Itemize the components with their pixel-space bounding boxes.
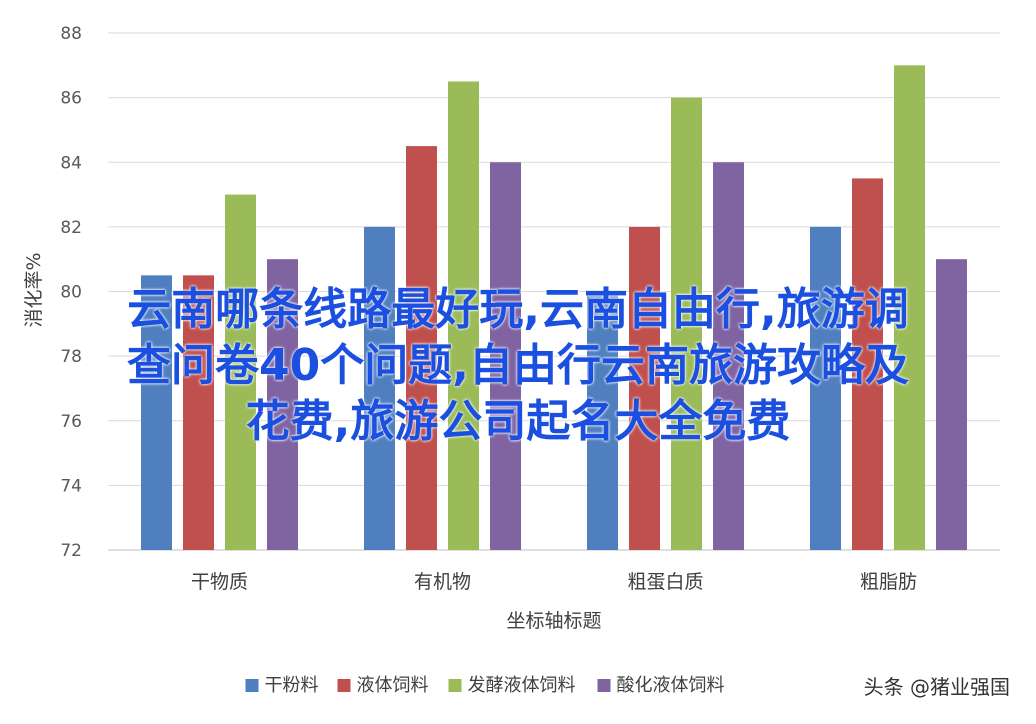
legend-swatch <box>337 679 351 692</box>
x-tick-label: 粗脂肪 <box>860 571 917 593</box>
y-tick-label: 74 <box>60 476 82 496</box>
bar <box>406 146 437 550</box>
bar <box>183 275 214 550</box>
bar <box>894 65 925 550</box>
legend-label: 干粉料 <box>265 675 319 696</box>
legend-swatch <box>597 679 611 692</box>
y-tick-label: 82 <box>60 218 82 238</box>
x-tick-label: 干物质 <box>191 571 248 593</box>
y-tick-label: 88 <box>60 24 82 44</box>
legend-label: 酸化液体饲料 <box>617 675 725 696</box>
legend-label: 液体饲料 <box>357 675 429 696</box>
bar <box>852 178 883 550</box>
bar <box>448 81 479 550</box>
bar <box>267 259 298 550</box>
bar <box>936 259 967 550</box>
bar <box>629 226 660 550</box>
bar <box>490 162 521 550</box>
y-axis-title: 消化率% <box>23 252 45 327</box>
x-axis-title: 坐标轴标题 <box>506 610 601 632</box>
legend-label: 发酵液体饲料 <box>468 675 576 696</box>
bar <box>225 194 256 550</box>
bar <box>141 275 172 550</box>
y-tick-label: 86 <box>60 89 82 109</box>
bar <box>713 162 744 550</box>
y-tick-label: 84 <box>60 153 82 173</box>
bar <box>364 226 395 550</box>
y-tick-label: 80 <box>60 283 82 303</box>
x-tick-label: 有机物 <box>414 571 471 593</box>
bar <box>587 291 618 550</box>
watermark: 头条 @猪业强国 <box>859 669 1014 702</box>
bar <box>671 97 702 550</box>
y-tick-label: 76 <box>60 412 82 432</box>
y-tick-label: 78 <box>60 347 82 367</box>
legend-swatch <box>448 679 462 692</box>
legend-swatch <box>245 679 259 692</box>
x-tick-label: 粗蛋白质 <box>627 571 703 593</box>
y-tick-label: 72 <box>60 541 82 561</box>
bar <box>810 226 841 550</box>
